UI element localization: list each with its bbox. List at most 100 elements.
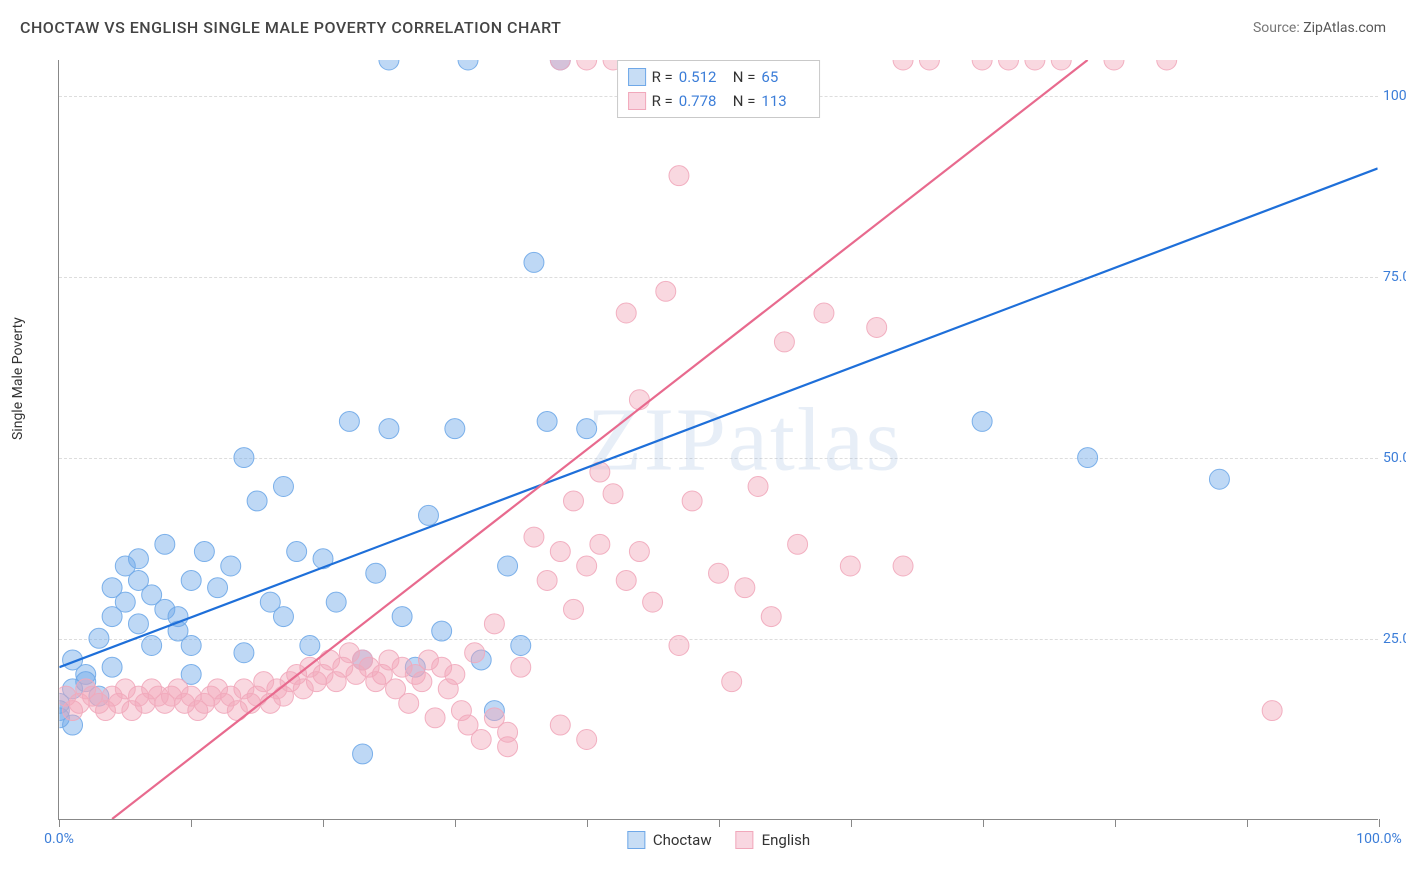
legend-item-english: English: [736, 831, 811, 849]
scatter-point: [577, 419, 597, 439]
scatter-point: [115, 592, 135, 612]
scatter-point: [893, 556, 913, 576]
y-tick-label: 75.0%: [1383, 269, 1406, 285]
scatter-point: [590, 534, 610, 554]
scatter-point: [577, 556, 597, 576]
scatter-point: [788, 534, 808, 554]
scatter-point: [577, 729, 597, 749]
scatter-point: [273, 476, 293, 496]
scatter-point: [564, 599, 584, 619]
scatter-point: [682, 491, 702, 511]
scatter-point: [392, 607, 412, 627]
x-tick: [191, 819, 192, 827]
scatter-point: [379, 419, 399, 439]
source-value: ZipAtlas.com: [1303, 20, 1386, 36]
scatter-point: [774, 332, 794, 352]
scatter-point: [247, 491, 267, 511]
scatter-point: [89, 628, 109, 648]
scatter-point: [629, 390, 649, 410]
x-tick: [1379, 819, 1380, 827]
scatter-point: [379, 50, 399, 70]
r-value-choctaw: 0.512: [679, 65, 727, 89]
scatter-point: [972, 50, 992, 70]
chart-svg: [59, 60, 1378, 819]
legend-swatch-choctaw: [627, 831, 645, 849]
trend-line: [59, 168, 1377, 667]
correlation-legend: R = 0.512 N = 65 R = 0.778 N = 113: [617, 60, 821, 118]
scatter-point: [181, 570, 201, 590]
x-tick: [1115, 819, 1116, 827]
scatter-point: [656, 281, 676, 301]
scatter-point: [1104, 50, 1124, 70]
scatter-point: [273, 607, 293, 627]
scatter-point: [194, 542, 214, 562]
x-tick: [1247, 819, 1248, 827]
scatter-point: [669, 166, 689, 186]
scatter-point: [550, 542, 570, 562]
scatter-point: [142, 636, 162, 656]
scatter-point: [537, 570, 557, 590]
scatter-point: [735, 578, 755, 598]
trend-line: [112, 60, 1088, 819]
r-value-english: 0.778: [679, 89, 727, 113]
correlation-row-english: R = 0.778 N = 113: [628, 89, 810, 113]
scatter-point: [616, 570, 636, 590]
scatter-point: [709, 563, 729, 583]
scatter-point: [1262, 701, 1282, 721]
scatter-point: [208, 578, 228, 598]
x-tick: [455, 819, 456, 827]
scatter-point: [221, 556, 241, 576]
scatter-point: [326, 592, 346, 612]
scatter-point: [399, 693, 419, 713]
scatter-point: [550, 715, 570, 735]
series-legend: Choctaw English: [627, 831, 810, 849]
scatter-point: [234, 643, 254, 663]
scatter-point: [102, 657, 122, 677]
x-tick: [587, 819, 588, 827]
scatter-point: [181, 636, 201, 656]
scatter-point: [603, 484, 623, 504]
scatter-point: [524, 527, 544, 547]
header: CHOCTAW VS ENGLISH SINGLE MALE POVERTY C…: [20, 18, 1386, 37]
scatter-point: [425, 708, 445, 728]
x-tick-label: 100.0%: [1356, 831, 1401, 847]
y-tick-label: 25.0%: [1383, 631, 1406, 647]
scatter-point: [616, 303, 636, 323]
chart-title: CHOCTAW VS ENGLISH SINGLE MALE POVERTY C…: [20, 18, 561, 37]
n-value-choctaw: 65: [761, 65, 809, 89]
scatter-point: [524, 252, 544, 272]
scatter-point: [748, 476, 768, 496]
scatter-point: [537, 411, 557, 431]
scatter-point: [155, 534, 175, 554]
scatter-point: [498, 737, 518, 757]
scatter-point: [999, 50, 1019, 70]
legend-label-choctaw: Choctaw: [653, 831, 712, 849]
scatter-point: [814, 303, 834, 323]
scatter-point: [234, 448, 254, 468]
scatter-point: [484, 614, 504, 634]
x-tick: [719, 819, 720, 827]
scatter-point: [366, 563, 386, 583]
y-tick-label: 50.0%: [1383, 450, 1406, 466]
swatch-choctaw: [628, 68, 646, 86]
scatter-point: [445, 419, 465, 439]
scatter-point: [893, 50, 913, 70]
swatch-english: [628, 92, 646, 110]
scatter-point: [445, 664, 465, 684]
legend-label-english: English: [762, 831, 811, 849]
source-attribution: Source: ZipAtlas.com: [1253, 20, 1386, 36]
scatter-point: [840, 556, 860, 576]
legend-swatch-english: [736, 831, 754, 849]
scatter-point: [128, 614, 148, 634]
scatter-point: [498, 556, 518, 576]
scatter-point: [1078, 448, 1098, 468]
scatter-point: [339, 411, 359, 431]
correlation-row-choctaw: R = 0.512 N = 65: [628, 65, 810, 89]
scatter-point: [471, 729, 491, 749]
scatter-point: [550, 50, 570, 70]
x-tick: [59, 819, 60, 827]
plot-area: ZIPatlas R = 0.512 N = 65 R = 0.778 N = …: [58, 60, 1378, 820]
r-label: R =: [652, 65, 673, 89]
scatter-point: [511, 657, 531, 677]
x-tick-label: 0.0%: [44, 831, 74, 847]
